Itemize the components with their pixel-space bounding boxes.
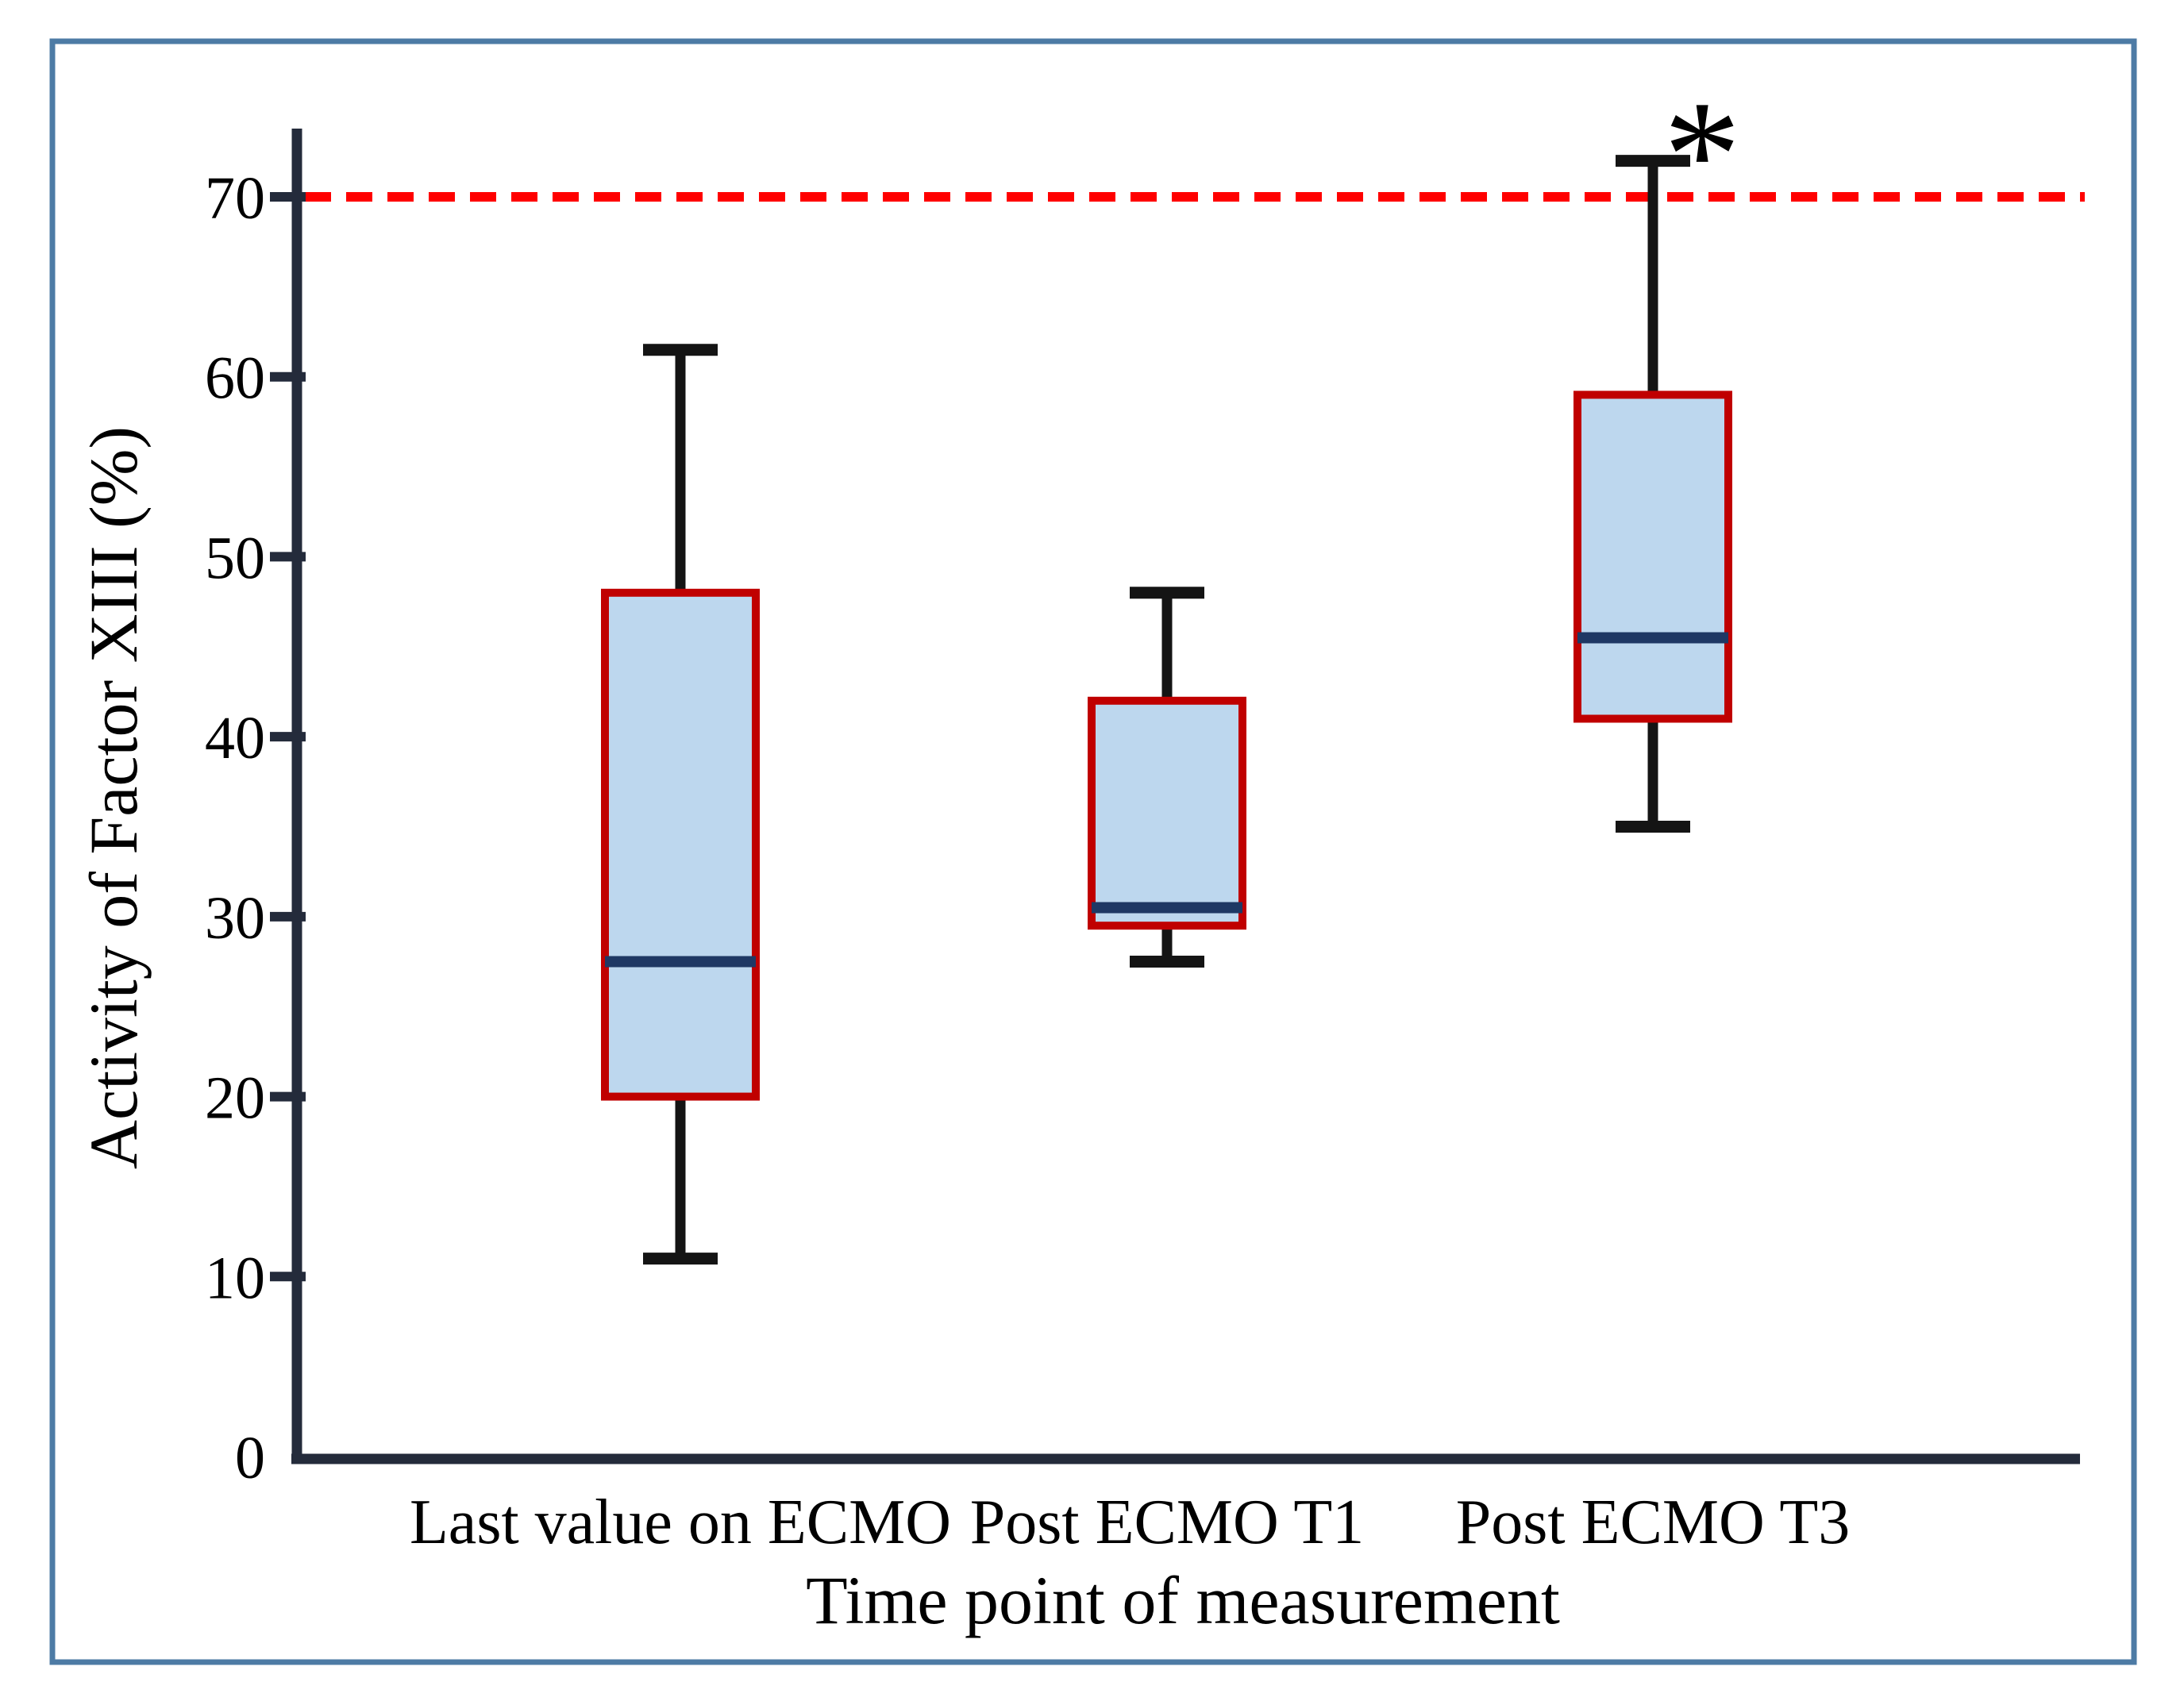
y-tick-label: 60 — [205, 345, 265, 412]
y-tick-label: 50 — [205, 525, 265, 591]
iqr-box — [1573, 391, 1732, 723]
category-label: Post ECMO T3 — [1456, 1487, 1850, 1557]
category-label: Last value on ECMO — [410, 1487, 951, 1557]
significance-asterisk: * — [1663, 69, 1741, 241]
y-tick-label: 10 — [205, 1245, 265, 1311]
figure-border — [49, 38, 2137, 1665]
chart-content: 0 10 20 30 40 50 60 70 Last value on ECMO Post EC… — [205, 129, 2085, 1557]
y-axis-title: Activity of Factor XIII (%) — [75, 426, 152, 1169]
y-tick-label: 70 — [205, 165, 265, 232]
y-tick-label: 40 — [205, 705, 265, 772]
iqr-box — [1088, 696, 1246, 930]
iqr-box — [601, 588, 760, 1101]
y-tick-label: 30 — [205, 885, 265, 952]
y-tick-label: 0 — [235, 1425, 265, 1491]
y-tick-label: 20 — [205, 1065, 265, 1132]
category-label: Post ECMO T1 — [970, 1487, 1364, 1557]
x-axis-title: Time point of measurement — [806, 1562, 1560, 1638]
